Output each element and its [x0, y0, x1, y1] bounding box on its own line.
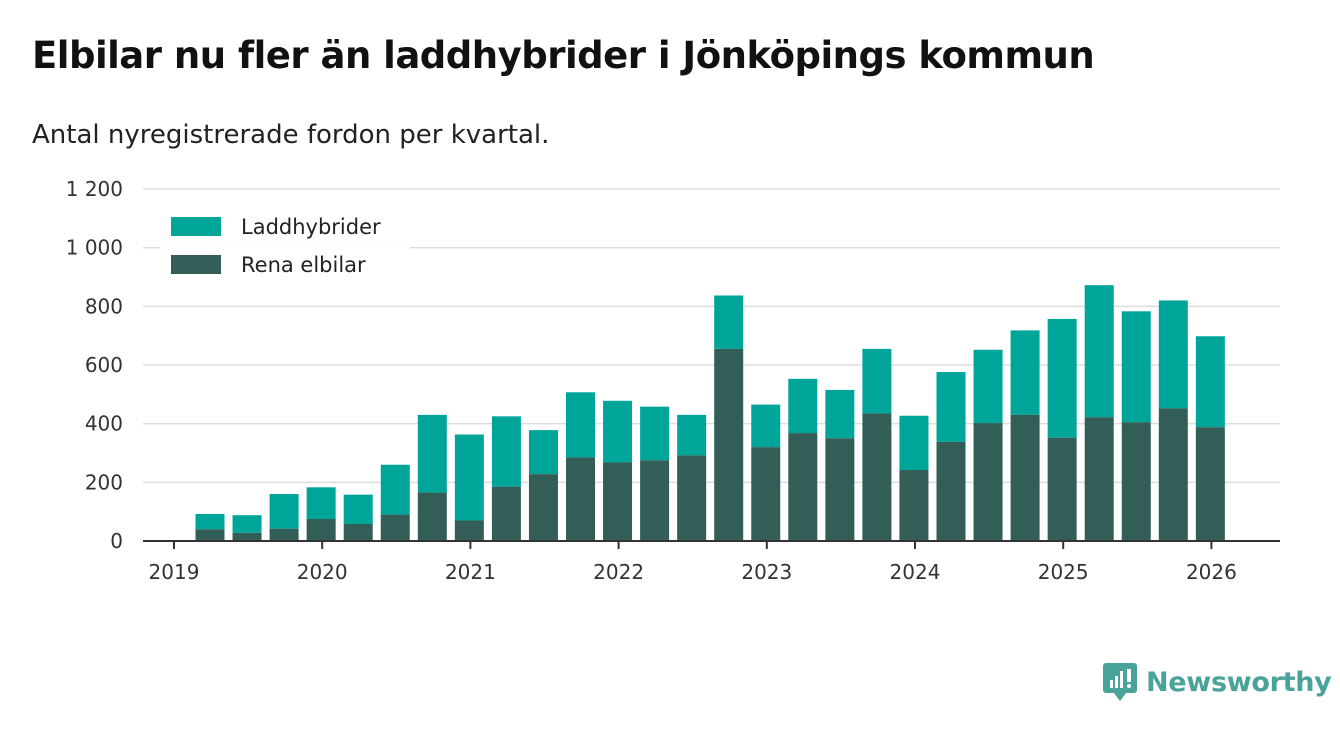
y-tick-label: 0 [110, 529, 123, 553]
bar-rena-elbilar [306, 519, 336, 541]
bar-laddhybrider [528, 430, 558, 475]
bar-rena-elbilar [1010, 414, 1040, 541]
x-tick-label: 2021 [445, 560, 496, 584]
bar-laddhybrider [417, 414, 447, 493]
bar-rena-elbilar [825, 438, 855, 541]
bar-rena-elbilar [936, 441, 966, 541]
bar-rena-elbilar [528, 474, 558, 541]
bar-rena-elbilar [973, 423, 1003, 541]
bar-laddhybrider [454, 434, 484, 521]
bar-laddhybrider [195, 514, 225, 530]
bar-laddhybrider [677, 414, 707, 456]
stacked-bar-chart: 0 200 400 600 800 1 000 1 200 2019 2020 2021 2022 2… [66, 177, 1280, 584]
bar-laddhybrider [862, 348, 892, 414]
y-tick-label: 600 [85, 353, 123, 377]
y-tick-label: 1 200 [66, 177, 123, 201]
bar-rena-elbilar [1084, 417, 1114, 541]
bar-laddhybrider [973, 349, 1003, 424]
bar-rena-elbilar [603, 462, 633, 541]
x-tick-label: 2026 [1186, 560, 1237, 584]
bar-rena-elbilar [1158, 408, 1188, 541]
legend-swatch-laddhybrider [171, 217, 221, 236]
legend-label: Rena elbilar [241, 253, 366, 277]
x-tick-label: 2022 [593, 560, 644, 584]
bar-laddhybrider [1121, 311, 1151, 423]
legend-swatch-rena-elbilar [171, 255, 221, 274]
bar-rena-elbilar [751, 447, 781, 541]
legend: Laddhybrider Rena elbilar [160, 208, 410, 288]
bar-laddhybrider [232, 515, 262, 533]
bar-rena-elbilar [195, 529, 225, 541]
x-tick-label: 2024 [890, 560, 941, 584]
bar-laddhybrider [714, 295, 744, 349]
chart-subtitle: Antal nyregistrerade fordon per kvartal. [32, 120, 550, 150]
bar-rena-elbilar [454, 520, 484, 541]
bar-rena-elbilar [1195, 427, 1225, 541]
bar-laddhybrider [640, 406, 670, 461]
bar-rena-elbilar [1047, 437, 1077, 541]
bar-laddhybrider [603, 400, 633, 463]
bar-laddhybrider [380, 464, 410, 515]
bar-laddhybrider [899, 415, 929, 471]
x-tick-label: 2019 [149, 560, 200, 584]
bar-laddhybrider [343, 494, 373, 524]
bar-laddhybrider [566, 392, 595, 458]
bar-rena-elbilar [269, 528, 299, 541]
brand-name: Newsworthy [1146, 666, 1332, 698]
x-tick-label: 2020 [297, 560, 348, 584]
newsworthy-logo-icon [1103, 663, 1137, 701]
bar-laddhybrider [269, 494, 299, 529]
bar-layer [195, 285, 1225, 541]
bar-rena-elbilar [491, 486, 521, 541]
bar-rena-elbilar [862, 413, 892, 541]
y-tick-label: 400 [85, 412, 123, 436]
y-tick-label: 200 [85, 470, 123, 494]
x-tick-label: 2025 [1038, 560, 1089, 584]
y-tick-label: 800 [85, 294, 123, 318]
bar-rena-elbilar [677, 455, 707, 541]
bar-rena-elbilar [899, 470, 929, 541]
bar-rena-elbilar [343, 523, 373, 541]
bar-rena-elbilar [566, 457, 595, 541]
bar-rena-elbilar [380, 514, 410, 541]
bar-laddhybrider [306, 487, 336, 519]
legend-label: Laddhybrider [241, 215, 381, 239]
bar-laddhybrider [825, 389, 855, 439]
bar-rena-elbilar [232, 532, 262, 541]
bar-rena-elbilar [1121, 422, 1151, 541]
bar-rena-elbilar [640, 460, 670, 541]
y-tick-label: 1 000 [66, 236, 123, 260]
bar-laddhybrider [491, 416, 521, 487]
bar-laddhybrider [1195, 336, 1225, 428]
chart-title: Elbilar nu fler än laddhybrider i Jönköp… [32, 34, 1095, 77]
bar-laddhybrider [1047, 318, 1077, 438]
bar-laddhybrider [1010, 330, 1040, 415]
bar-laddhybrider [936, 372, 966, 442]
bar-laddhybrider [751, 404, 781, 448]
axis-layer: 0 200 400 600 800 1 000 1 200 2019 2020 2021 2022 2… [66, 177, 1280, 584]
bar-rena-elbilar [788, 433, 818, 541]
bar-laddhybrider [1084, 285, 1114, 418]
bar-laddhybrider [788, 378, 818, 434]
bar-rena-elbilar [714, 348, 744, 541]
bar-rena-elbilar [417, 492, 447, 541]
brand-logo: Newsworthy [1102, 662, 1332, 702]
bar-laddhybrider [1158, 300, 1188, 409]
x-tick-label: 2023 [741, 560, 792, 584]
